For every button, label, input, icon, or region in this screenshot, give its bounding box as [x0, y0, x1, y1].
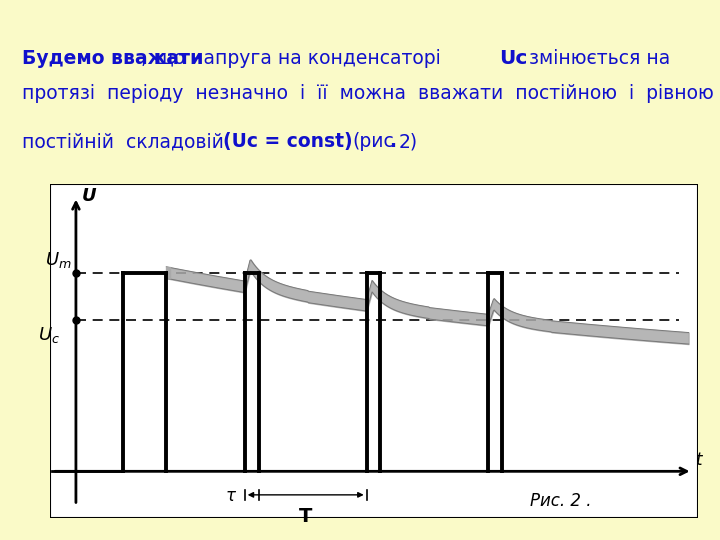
Text: (рис: (рис: [353, 132, 395, 151]
Text: змінюється на: змінюється на: [523, 49, 671, 68]
Text: постійній  складовій: постійній складовій: [22, 132, 230, 151]
Text: ,: ,: [140, 49, 146, 68]
Text: протязі  періоду  незначно  і  її  можна  вважати  постійною  і  рівною: протязі періоду незначно і її можна вваж…: [22, 84, 714, 103]
Text: що напруга на конденсаторі: що напруга на конденсаторі: [150, 49, 446, 68]
Text: t: t: [696, 451, 703, 469]
Text: Рис. 2 .: Рис. 2 .: [530, 492, 592, 510]
Text: U: U: [82, 186, 96, 205]
Text: .: .: [389, 132, 396, 151]
Text: $\tau$: $\tau$: [225, 487, 237, 505]
Text: T: T: [299, 507, 312, 525]
Text: $U_c$: $U_c$: [38, 325, 60, 345]
Text: Будемо вважати: Будемо вважати: [22, 49, 203, 68]
Text: (Uc = const): (Uc = const): [223, 132, 359, 151]
Text: 2): 2): [399, 132, 418, 151]
Text: $U_m$: $U_m$: [45, 250, 72, 270]
Text: Uc: Uc: [499, 49, 527, 68]
